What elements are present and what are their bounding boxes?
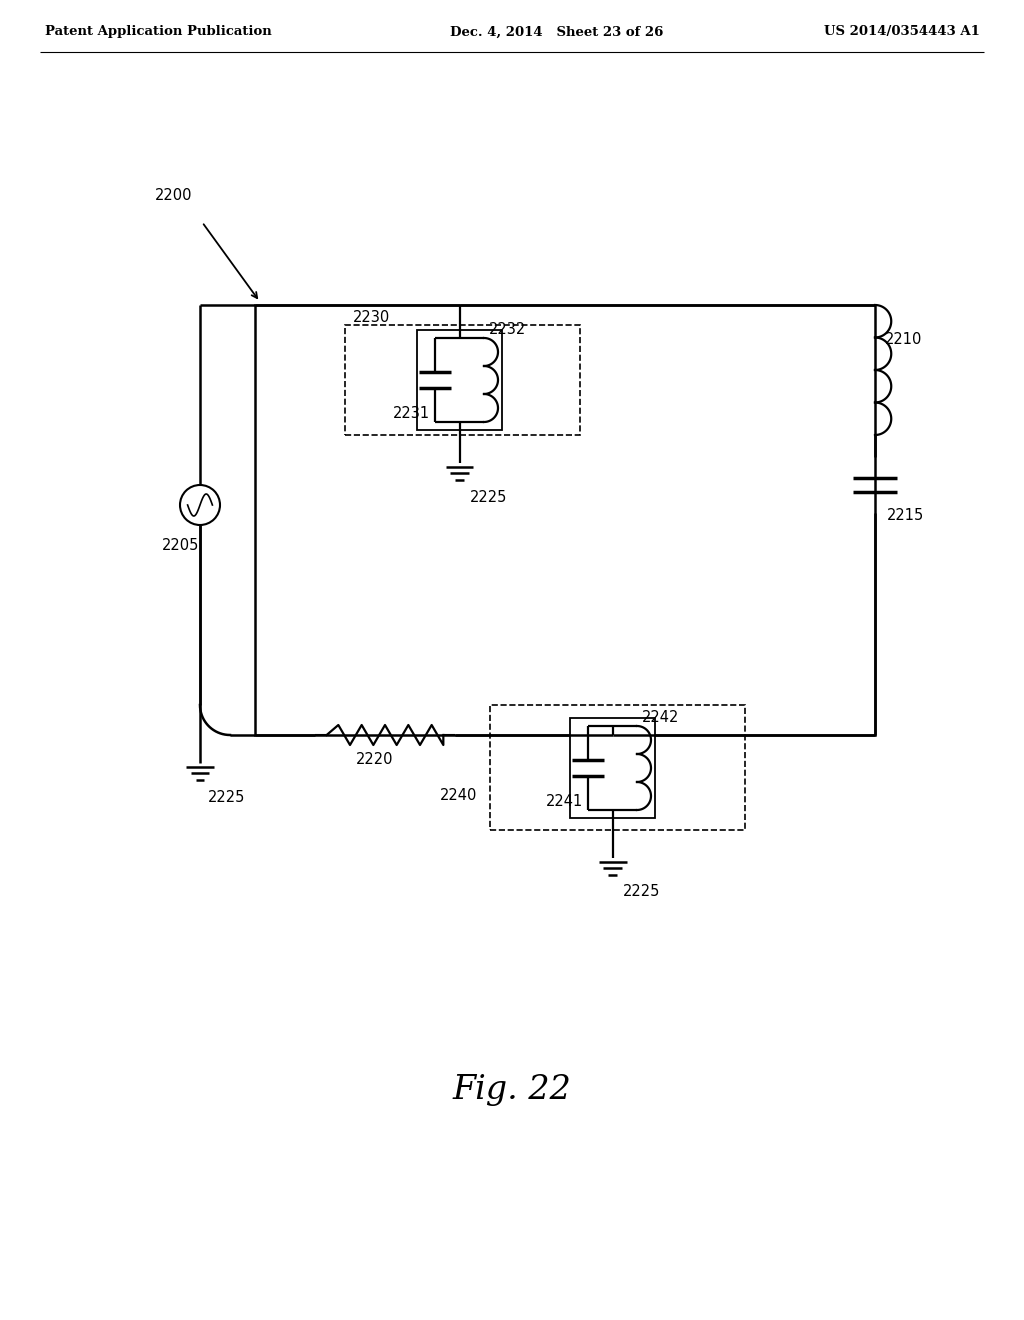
Bar: [345, 325, 580, 436]
Text: Dec. 4, 2014   Sheet 23 of 26: Dec. 4, 2014 Sheet 23 of 26: [450, 25, 664, 38]
Bar: [570, 718, 655, 818]
Text: Patent Application Publication: Patent Application Publication: [45, 25, 271, 38]
Bar: [417, 330, 502, 430]
Bar: [255, 305, 874, 735]
Text: 2240: 2240: [440, 788, 477, 803]
Text: Fig. 22: Fig. 22: [453, 1074, 571, 1106]
Text: 2231: 2231: [393, 407, 430, 421]
Text: 2220: 2220: [356, 752, 394, 767]
Text: US 2014/0354443 A1: US 2014/0354443 A1: [824, 25, 980, 38]
Text: 2200: 2200: [155, 187, 193, 202]
Text: 2225: 2225: [469, 490, 507, 504]
Text: 2242: 2242: [642, 710, 679, 726]
Text: 2225: 2225: [208, 789, 246, 804]
Text: 2225: 2225: [623, 884, 659, 899]
Text: 2232: 2232: [489, 322, 526, 338]
Text: 2215: 2215: [887, 507, 925, 523]
Text: 2230: 2230: [353, 309, 390, 325]
Bar: [490, 705, 745, 830]
Text: 2210: 2210: [885, 333, 923, 347]
Text: 2205: 2205: [162, 537, 200, 553]
Text: 2241: 2241: [546, 795, 583, 809]
